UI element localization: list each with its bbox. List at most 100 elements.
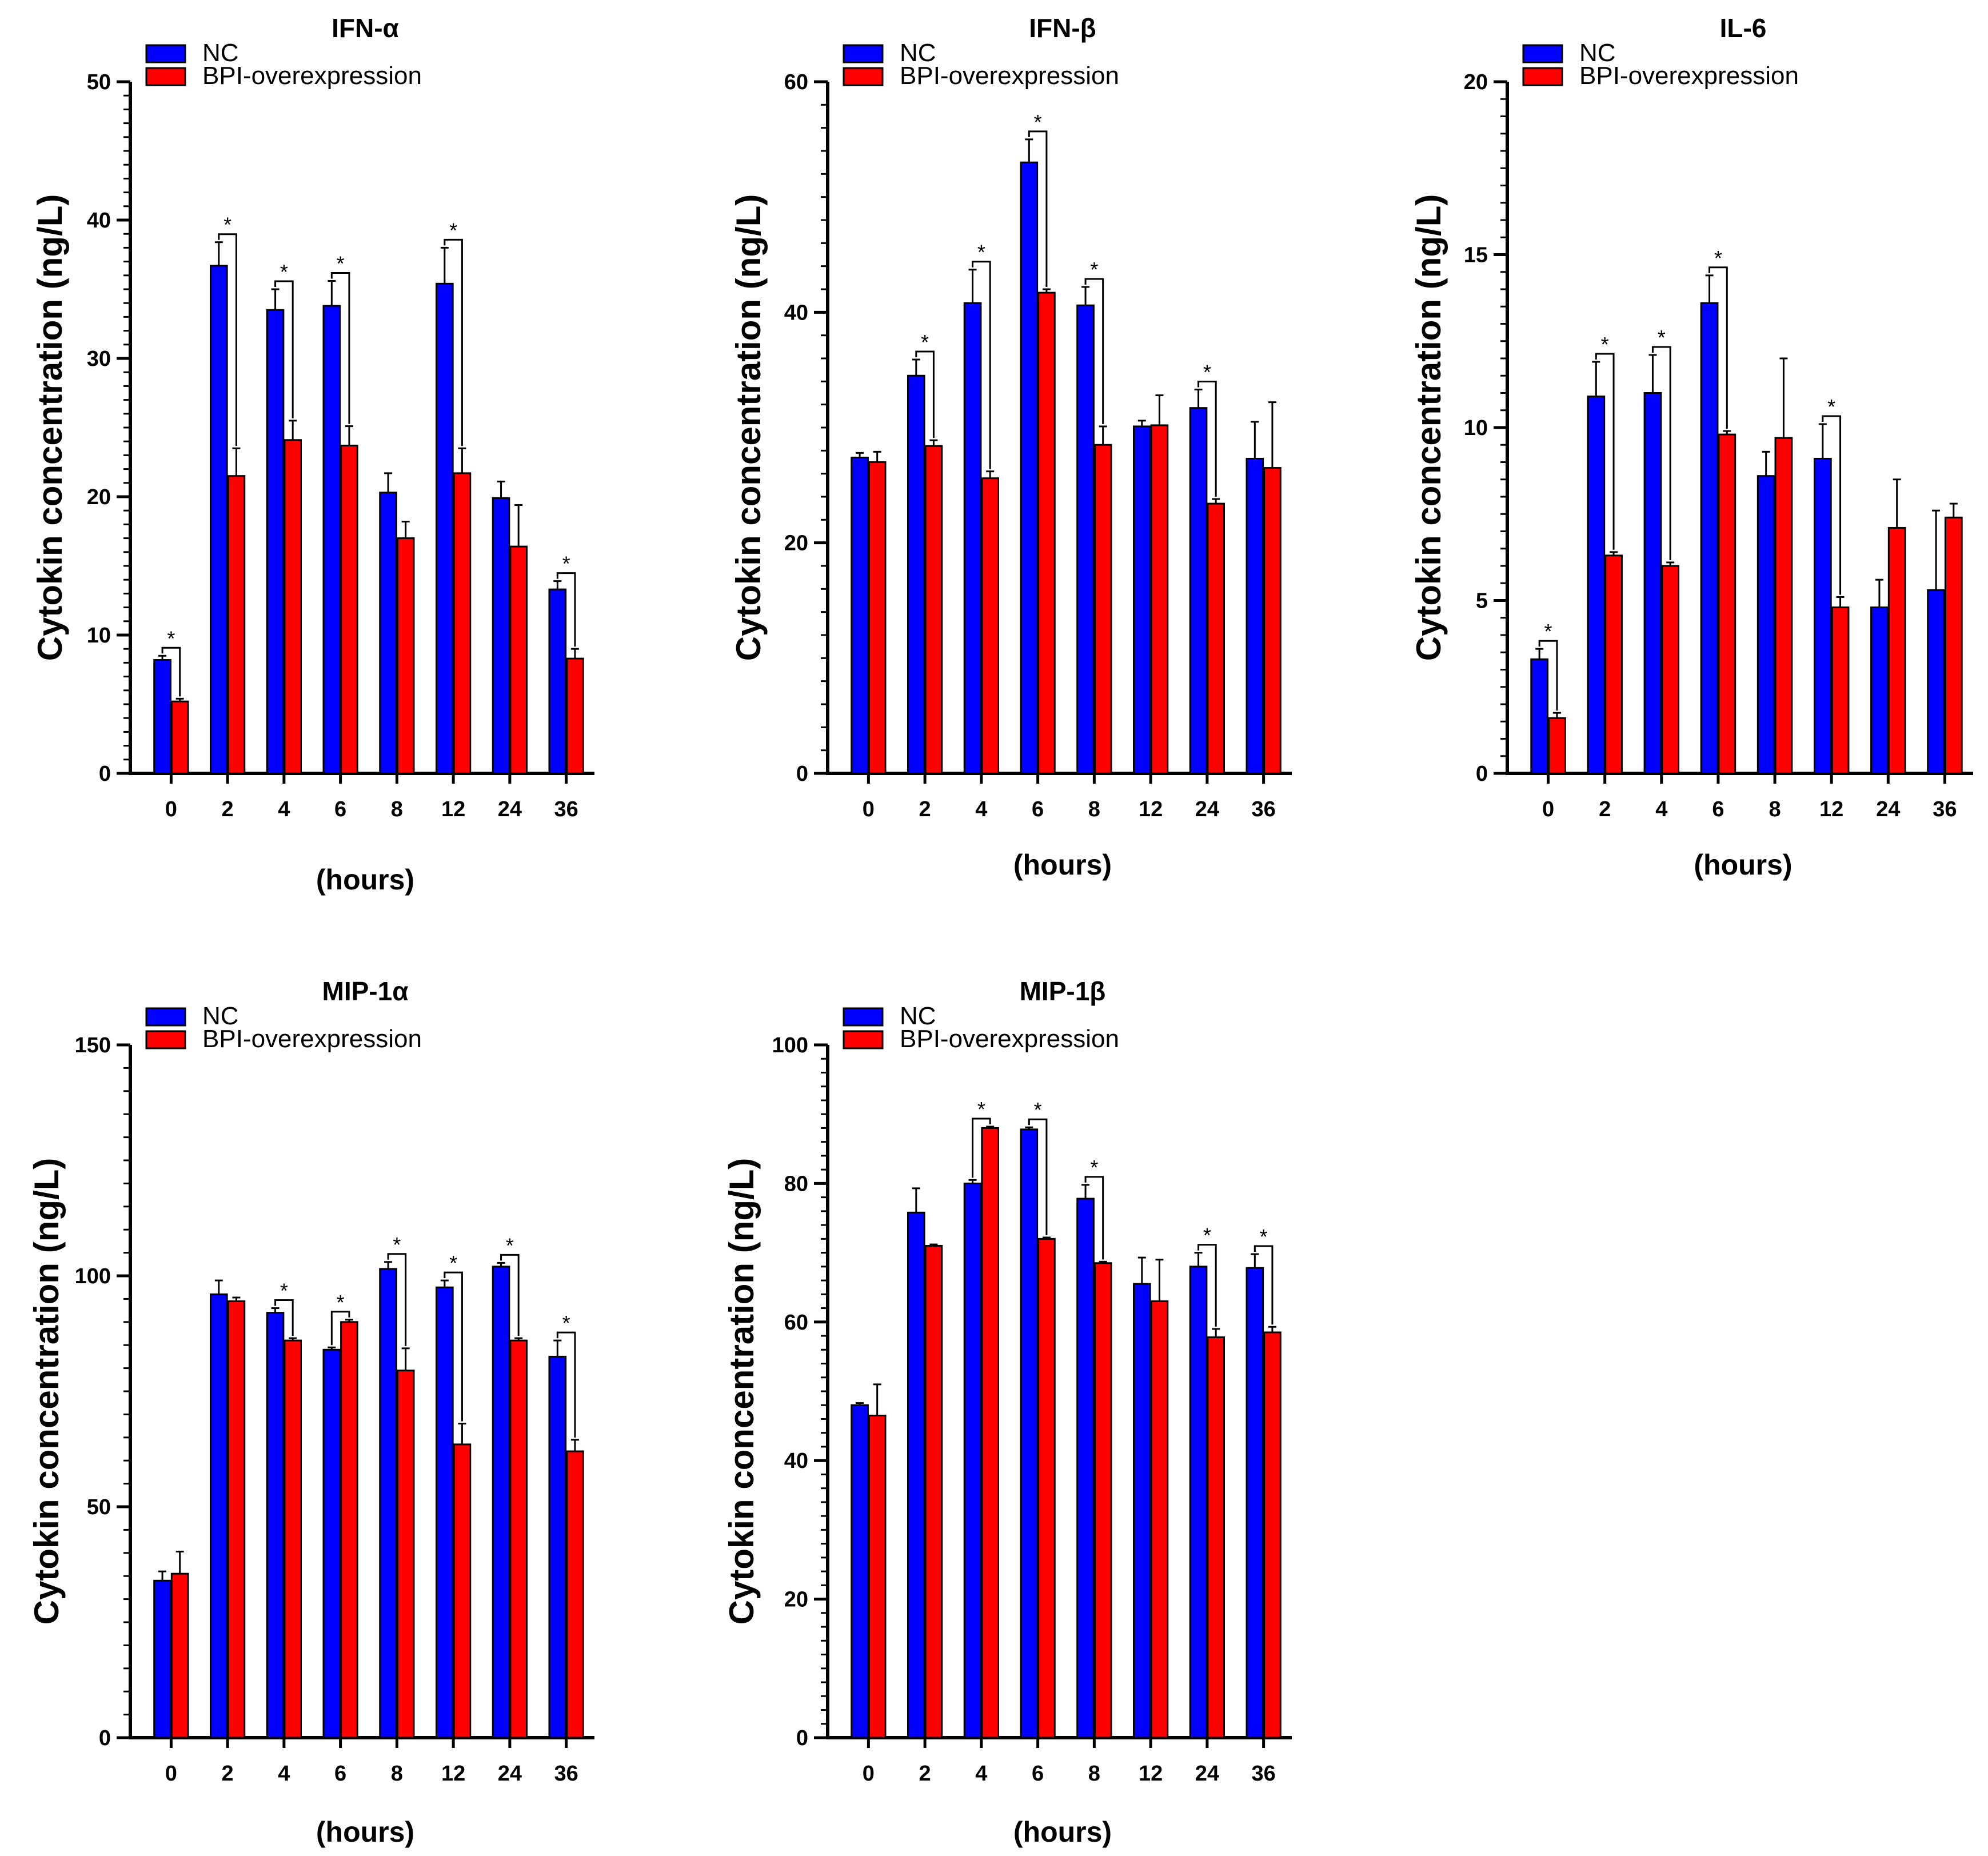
bar-bpi-2 xyxy=(1604,554,1623,775)
bar-nc-12 xyxy=(436,282,454,775)
y-axis-label: Cytokin concentration (ng/L) xyxy=(722,1158,761,1625)
y-tick-label: 20 xyxy=(1464,70,1488,94)
bar-nc-2 xyxy=(907,374,925,775)
legend-label-nc: NC xyxy=(202,1002,239,1030)
significance-bracket xyxy=(1028,1118,1048,1235)
x-axis-label: (hours) xyxy=(1694,849,1792,881)
bar-bpi-0 xyxy=(170,700,189,775)
y-tick-label: 20 xyxy=(784,1588,808,1612)
bar-nc-4 xyxy=(266,309,285,775)
y-tick-label: 80 xyxy=(784,1172,808,1196)
x-tick-label: 6 xyxy=(1032,797,1044,821)
significance-bracket xyxy=(1254,1245,1274,1325)
significance-bracket xyxy=(1028,130,1048,287)
bar-nc-2 xyxy=(210,265,228,775)
significance-star: * xyxy=(977,241,985,264)
y-tick-label: 100 xyxy=(772,1033,808,1057)
significance-bracket xyxy=(1084,278,1104,424)
bar-bpi-36 xyxy=(1263,467,1282,775)
y-axis-label: Cytokin concentration (ng/L) xyxy=(1410,194,1448,661)
x-tick-label: 0 xyxy=(863,797,875,821)
x-tick-label: 8 xyxy=(391,797,403,821)
bar-bpi-4 xyxy=(284,1339,302,1739)
significance-star: * xyxy=(449,1251,457,1275)
x-tick-label: 0 xyxy=(165,1762,177,1786)
bar-nc-6 xyxy=(322,305,341,775)
x-tick-label: 4 xyxy=(278,797,290,821)
bar-bpi-0 xyxy=(868,461,887,775)
bar-bpi-6 xyxy=(1037,1238,1056,1739)
chart-title: MIP-1β xyxy=(1020,976,1106,1006)
y-axis-label: Cytokin concentration (ng/L) xyxy=(27,1158,66,1625)
bar-bpi-4 xyxy=(284,439,302,775)
y-tick-label: 10 xyxy=(87,624,111,648)
x-tick-label: 12 xyxy=(441,797,465,821)
y-tick-label: 40 xyxy=(87,209,111,233)
y-tick-label: 40 xyxy=(784,301,808,325)
bar-bpi-12 xyxy=(453,472,472,775)
x-tick-label: 0 xyxy=(863,1762,875,1786)
chart-panel-5: MIP-1β Cytokin concentration (ng/L) (hours… xyxy=(722,976,1292,1848)
significance-bracket xyxy=(444,238,463,446)
bar-bpi-2 xyxy=(924,1244,943,1739)
legend-swatch-nc xyxy=(145,44,186,63)
chart-title: IL-6 xyxy=(1720,13,1767,43)
bar-nc-0 xyxy=(851,456,869,775)
bar-bpi-12 xyxy=(453,1443,472,1739)
y-tick-label: 20 xyxy=(784,532,808,556)
bar-bpi-8 xyxy=(1093,444,1112,775)
significance-star: * xyxy=(1034,110,1042,134)
legend-label-nc: NC xyxy=(900,1002,936,1030)
bar-nc-36 xyxy=(548,1355,567,1739)
significance-bracket xyxy=(915,350,935,438)
significance-bracket xyxy=(972,261,991,469)
legend-label-nc: NC xyxy=(900,39,936,67)
bar-bpi-6 xyxy=(1037,292,1056,775)
bar-bpi-12 xyxy=(1831,606,1850,775)
bar-bpi-8 xyxy=(396,537,415,775)
bar-nc-2 xyxy=(210,1293,228,1739)
significance-star: * xyxy=(506,1234,514,1257)
x-tick-label: 8 xyxy=(1088,1762,1100,1786)
significance-star: * xyxy=(1203,360,1211,384)
significance-star: * xyxy=(1260,1225,1268,1248)
bar-bpi-36 xyxy=(566,1450,584,1739)
bar-bpi-8 xyxy=(1093,1262,1112,1739)
significance-bracket xyxy=(218,233,237,446)
legend-label-bpi: BPI-overexpression xyxy=(202,1025,422,1053)
bar-nc-4 xyxy=(1643,392,1662,775)
significance-bracket xyxy=(556,572,576,647)
significance-star: * xyxy=(1827,395,1835,418)
x-tick-label: 24 xyxy=(1876,797,1900,821)
bar-bpi-36 xyxy=(1263,1331,1282,1739)
x-tick-label: 36 xyxy=(1251,1762,1275,1786)
chart-panel-4: MIP-1α Cytokin concentration (ng/L) (hours… xyxy=(27,976,594,1848)
bar-nc-0 xyxy=(153,659,171,775)
chart-panel-1: IFN-α Cytokin concentration (ng/L) (hours)… xyxy=(31,13,594,896)
significance-bracket xyxy=(387,1253,407,1346)
bar-nc-4 xyxy=(963,302,982,775)
x-axis-label: (hours) xyxy=(316,1816,414,1848)
significance-star: * xyxy=(337,1291,345,1314)
significance-bracket xyxy=(1708,266,1728,429)
bar-nc-36 xyxy=(1927,589,1945,775)
x-axis-label: (hours) xyxy=(1013,849,1112,881)
x-tick-label: 8 xyxy=(391,1762,403,1786)
significance-star: * xyxy=(280,260,288,284)
legend-swatch-bpi xyxy=(1522,67,1563,86)
significance-star: * xyxy=(393,1233,401,1256)
significance-bracket xyxy=(1651,346,1671,560)
significance-star: * xyxy=(1601,333,1609,356)
bar-nc-12 xyxy=(436,1286,454,1739)
bar-bpi-2 xyxy=(227,1300,246,1739)
legend-label-nc: NC xyxy=(202,39,239,67)
legend-label-nc: NC xyxy=(1579,39,1616,67)
bar-bpi-2 xyxy=(924,445,943,775)
bar-nc-36 xyxy=(1246,457,1264,775)
bar-bpi-24 xyxy=(1887,526,1906,775)
bar-bpi-2 xyxy=(227,475,246,775)
bar-nc-24 xyxy=(492,497,510,775)
bar-nc-0 xyxy=(851,1404,869,1739)
